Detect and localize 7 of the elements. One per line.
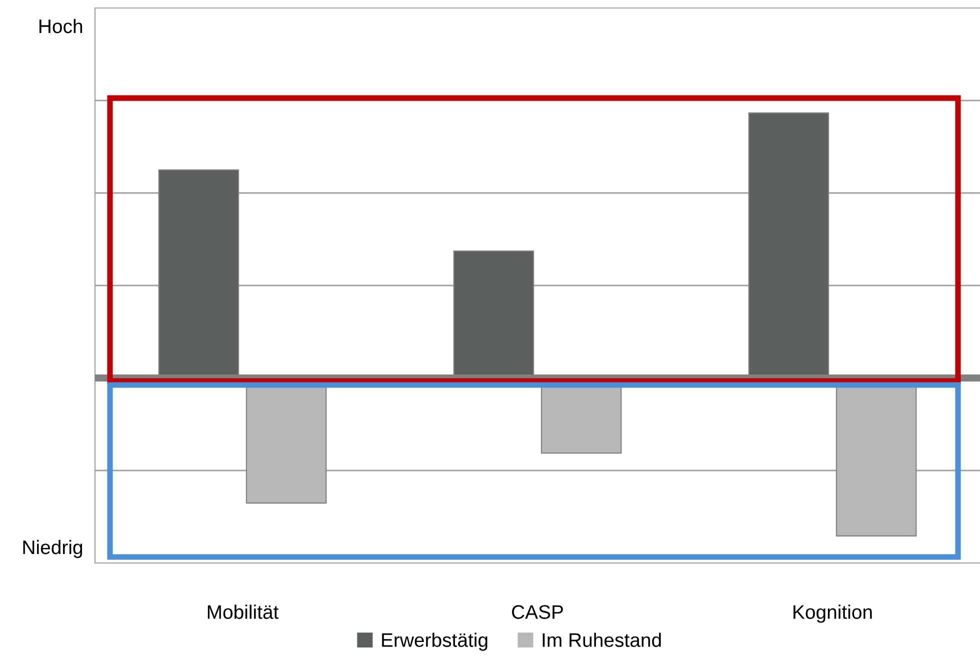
x-tick-label: CASP xyxy=(512,605,563,619)
text: Hoch xyxy=(40,18,82,34)
x-tick-label: Kognition xyxy=(794,604,872,623)
x-tick-label: Mobilität xyxy=(208,604,279,619)
legend-label: Im Ruhestand xyxy=(542,632,661,647)
text: Niedrig xyxy=(23,540,82,558)
legend-label: Erwerbstätig xyxy=(382,632,488,651)
